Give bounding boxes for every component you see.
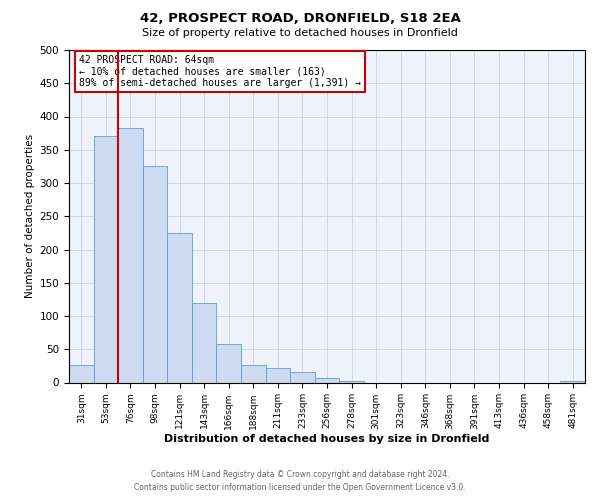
Text: Size of property relative to detached houses in Dronfield: Size of property relative to detached ho… [142, 28, 458, 38]
Bar [94, 136, 118, 382]
Bar [315, 378, 339, 382]
Bar [118, 128, 143, 382]
X-axis label: Distribution of detached houses by size in Dronfield: Distribution of detached houses by size … [164, 434, 490, 444]
Bar [290, 372, 315, 382]
Bar [560, 380, 585, 382]
Text: 42, PROSPECT ROAD, DRONFIELD, S18 2EA: 42, PROSPECT ROAD, DRONFIELD, S18 2EA [140, 12, 460, 26]
Bar [167, 233, 192, 382]
Bar [241, 364, 266, 382]
Y-axis label: Number of detached properties: Number of detached properties [25, 134, 35, 298]
Bar [69, 364, 94, 382]
Text: 42 PROSPECT ROAD: 64sqm
← 10% of detached houses are smaller (163)
89% of semi-d: 42 PROSPECT ROAD: 64sqm ← 10% of detache… [79, 55, 361, 88]
Bar [192, 302, 217, 382]
Bar [339, 381, 364, 382]
Bar [217, 344, 241, 383]
Bar [143, 166, 167, 382]
Text: Contains HM Land Registry data © Crown copyright and database right 2024.
Contai: Contains HM Land Registry data © Crown c… [134, 470, 466, 492]
Bar [266, 368, 290, 382]
